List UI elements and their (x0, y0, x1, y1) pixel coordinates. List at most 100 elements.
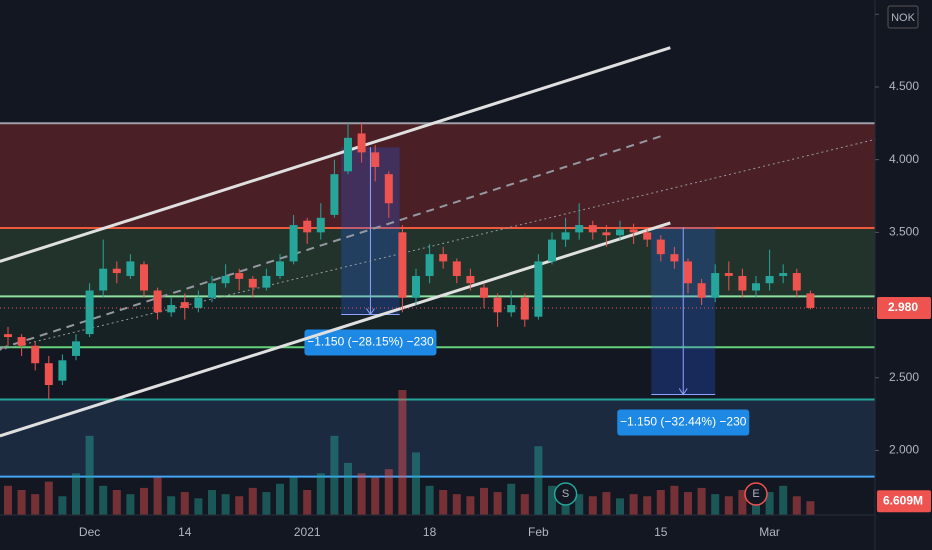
measure-label-bg (617, 409, 750, 436)
candle-body (616, 229, 624, 236)
volume-bar (153, 477, 162, 515)
volume-bar (765, 492, 774, 515)
volume-bar (724, 496, 733, 515)
volume-bar (792, 496, 801, 515)
volume-bar (208, 490, 216, 515)
candle-body (575, 225, 584, 233)
volume-bar (684, 492, 692, 515)
volume-bar (534, 446, 543, 515)
volume-bar (112, 490, 121, 515)
y-tick-label: 3.500 (889, 225, 919, 239)
candle-body (289, 225, 298, 262)
trend-line (0, 221, 671, 438)
volume-bar (371, 477, 380, 515)
volume-bar (548, 485, 556, 515)
event-label: S (562, 488, 569, 500)
measure-label-bg (304, 329, 437, 356)
candle-body (493, 297, 502, 313)
x-tick-label: Dec (79, 525, 100, 539)
x-tick-label: 14 (178, 525, 192, 539)
candle-body (684, 261, 692, 284)
candle-body (316, 217, 325, 233)
x-tick-label: Feb (528, 525, 549, 539)
candle-body (58, 360, 67, 381)
volume-bar (344, 462, 352, 515)
volume-bar (126, 494, 135, 515)
candle-body (167, 305, 176, 313)
candle-body (439, 254, 448, 262)
volume-bar (670, 485, 679, 515)
candle-body (140, 264, 148, 291)
volume-bar (711, 494, 720, 515)
candle-body (112, 268, 121, 274)
volume-bar (140, 487, 148, 515)
candle-body (656, 239, 665, 255)
volume-bar (466, 496, 475, 515)
volume-bar (17, 490, 26, 515)
last-price-label: 2.980 (888, 300, 918, 314)
candle-body (697, 283, 706, 298)
volume-bar (44, 481, 53, 515)
candle-body (507, 305, 516, 313)
candle-body (85, 290, 94, 335)
candle-body (4, 334, 12, 338)
candle-body (412, 275, 420, 298)
candle-body (425, 254, 434, 276)
volume-bar (588, 496, 597, 515)
measure-arrowhead (366, 308, 375, 316)
volume-bar (643, 496, 652, 515)
candle-body (588, 225, 597, 233)
volume-bar (602, 492, 611, 515)
volume-bar (384, 469, 393, 515)
candle-body (792, 273, 801, 291)
volume-bar (656, 490, 665, 515)
event-marker[interactable] (553, 482, 578, 506)
candle-body (235, 273, 244, 279)
last-volume-tag (877, 490, 931, 513)
candle-body (534, 261, 543, 317)
y-tick-label: 2.000 (889, 443, 919, 457)
candle-body (548, 239, 556, 262)
volume-bar (480, 487, 488, 515)
last-volume-label: 6.609M (883, 493, 923, 507)
y-tick-label: 2.500 (889, 370, 919, 384)
volume-bar (31, 494, 40, 515)
candle-body (806, 293, 815, 308)
trend-line (0, 133, 666, 350)
candle-body (126, 261, 135, 276)
candle-body (180, 302, 189, 308)
volume-bar (507, 483, 516, 515)
candle-body (357, 133, 366, 153)
candle-body (752, 283, 760, 291)
y-tick-label: 4.500 (889, 79, 919, 93)
candle-body (344, 137, 352, 172)
candle-body (72, 341, 80, 356)
volume-bar (276, 483, 284, 515)
candle-body (371, 152, 380, 167)
candle-body (602, 232, 611, 236)
volume-bar (4, 485, 12, 515)
candle-body (262, 275, 271, 288)
x-tick-label: 2021 (294, 525, 321, 539)
volume-bar (235, 496, 244, 515)
volume-bar (316, 473, 325, 515)
candle-body (248, 278, 257, 288)
volume-bar (452, 494, 461, 515)
candle-body (452, 261, 461, 276)
zone (0, 123, 875, 228)
zone (0, 296, 875, 348)
candle-body (17, 337, 26, 346)
volume-bar (303, 490, 312, 515)
volume-bar (520, 494, 529, 515)
trend-line (0, 138, 876, 351)
currency-box (887, 5, 919, 29)
volume-bar (425, 485, 434, 515)
volume-bar (616, 498, 624, 515)
candle-body (153, 290, 162, 313)
candle-body (520, 297, 529, 320)
volume-bar (248, 487, 257, 515)
event-marker[interactable] (744, 482, 768, 506)
candle-body (330, 174, 339, 215)
candle-body (44, 363, 53, 386)
